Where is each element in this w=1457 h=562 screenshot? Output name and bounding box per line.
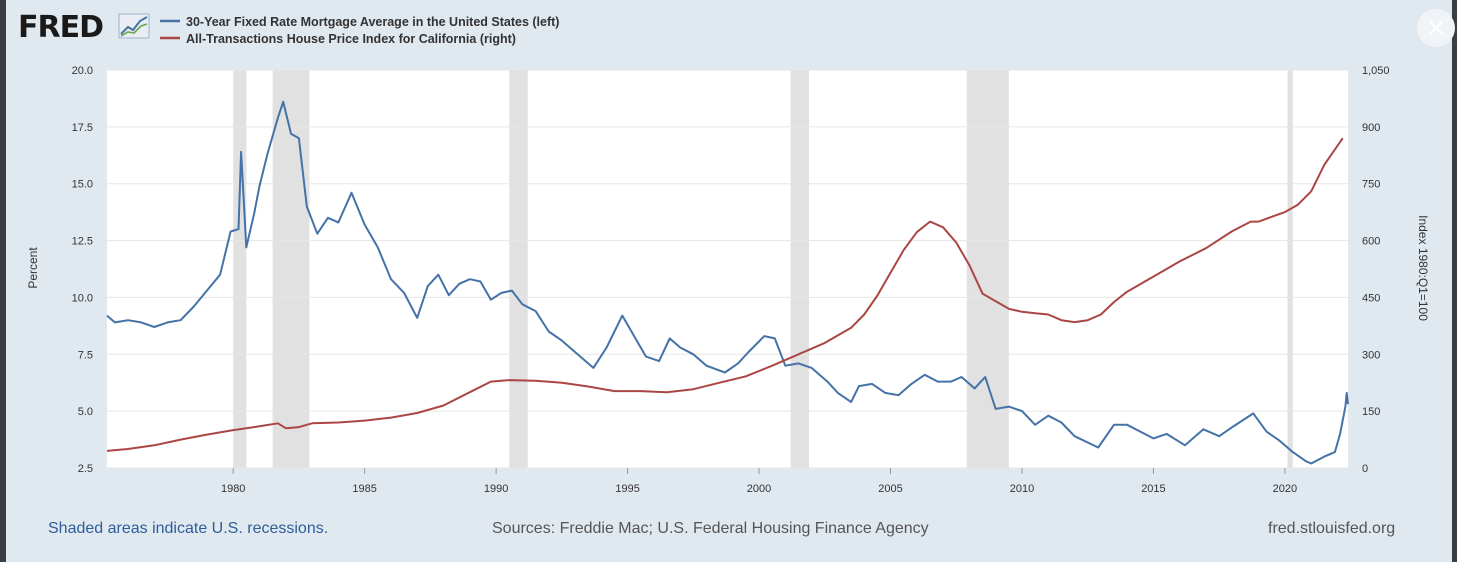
sources-note: Sources: Freddie Mac; U.S. Federal Housi… <box>492 520 929 537</box>
x-tick-label: 1980 <box>221 483 245 495</box>
y-left-tick-label: 20.0 <box>72 65 93 77</box>
x-tick-label: 2020 <box>1273 483 1297 495</box>
recession-band-1 <box>233 70 247 468</box>
y-right-axis-title: Index 1980:Q1=100 <box>1416 215 1430 321</box>
chart-frame: FRED 30-Year Fixed Rate Mortgage Average… <box>6 0 1455 562</box>
logo[interactable]: FRED <box>18 10 150 45</box>
series-lines <box>106 100 1349 465</box>
close-icon: × <box>1425 13 1447 43</box>
y-left-tick-label: 12.5 <box>72 236 93 248</box>
fred-logo-text: FRED <box>18 10 103 45</box>
y-left-tick-label: 17.5 <box>72 122 93 134</box>
y-right-tick-label: 450 <box>1362 292 1380 304</box>
series-line-house-price-index <box>106 137 1344 452</box>
y-left-tick-label: 7.5 <box>78 349 93 361</box>
legend-label-mortgage: 30-Year Fixed Rate Mortgage Average in t… <box>186 15 559 29</box>
y-left-tick-label: 10.0 <box>72 292 93 304</box>
x-tick-label: 2015 <box>1141 483 1165 495</box>
recession-band-4 <box>790 70 810 468</box>
y-right-tick-label: 300 <box>1362 349 1380 361</box>
close-button[interactable]: × <box>1417 9 1455 47</box>
grid-lines <box>107 69 1348 469</box>
x-tick-label: 2005 <box>878 483 902 495</box>
y-right-tick-label: 750 <box>1362 179 1380 191</box>
x-tick-label: 2010 <box>1010 483 1034 495</box>
y-left-tick-label: 15.0 <box>72 179 93 191</box>
chart: FRED 30-Year Fixed Rate Mortgage Average… <box>18 10 1430 495</box>
recession-band-3 <box>509 70 528 468</box>
x-tick-label: 1990 <box>484 483 508 495</box>
legend-label-hpi: All-Transactions House Price Index for C… <box>186 32 516 46</box>
recession-band-2 <box>272 70 310 468</box>
x-axis-ticks: 1980 1985 1990 1995 2000 2005 2010 2015 2020 <box>221 468 1297 495</box>
recession-bands <box>233 70 1293 468</box>
y-right-tick-label: 600 <box>1362 236 1380 248</box>
y-left-tick-label: 5.0 <box>78 406 93 418</box>
y-left-tick-label: 2.5 <box>78 463 93 475</box>
recession-note[interactable]: Shaded areas indicate U.S. recessions. <box>48 520 329 537</box>
left-axis-ticks: 2.5 5.0 7.5 10.0 12.5 15.0 17.5 20.0 <box>72 65 93 475</box>
y-right-tick-label: 0 <box>1362 463 1368 475</box>
site-link[interactable]: fred.stlouisfed.org <box>1268 520 1396 537</box>
y-right-tick-label: 900 <box>1362 122 1380 134</box>
legend: 30-Year Fixed Rate Mortgage Average in t… <box>160 15 559 46</box>
series-line-mortgage-rate <box>106 100 1349 465</box>
recession-band-5 <box>966 70 1009 468</box>
y-left-axis-title: Percent <box>26 247 40 289</box>
chart-trend-icon <box>118 13 150 39</box>
x-tick-label: 2000 <box>747 483 771 495</box>
x-tick-label: 1985 <box>352 483 376 495</box>
x-tick-label: 1995 <box>615 483 639 495</box>
y-right-tick-label: 1,050 <box>1362 65 1390 77</box>
plot-area <box>107 70 1348 468</box>
recession-band-6 <box>1287 70 1293 468</box>
y-right-tick-label: 150 <box>1362 406 1380 418</box>
right-axis-ticks: 0 150 300 450 600 750 900 1,050 <box>1362 65 1390 475</box>
